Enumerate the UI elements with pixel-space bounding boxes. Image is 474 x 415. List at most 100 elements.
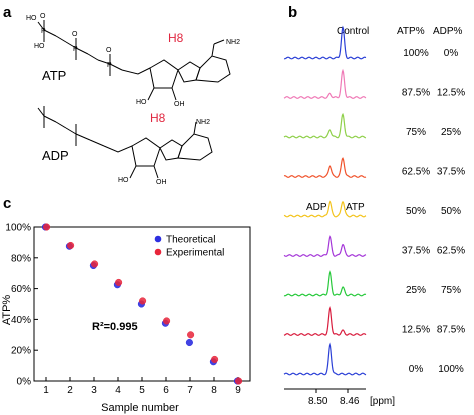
experimental-point-1 xyxy=(43,223,51,231)
atp-o1-label: O xyxy=(40,13,46,20)
spectrum-atp-percent-5: 50% xyxy=(406,206,426,217)
atp-p3-label: P xyxy=(107,62,112,69)
y-tick-label: 60% xyxy=(11,284,31,295)
legend-label-1: Theoretical xyxy=(166,235,215,246)
atp-atom-labels: HO O P HO P O P O xyxy=(26,13,112,69)
atp-phosphate-chain xyxy=(37,20,123,76)
spectrum-line-5 xyxy=(283,200,367,218)
y-axis-title: ATP% xyxy=(1,295,13,326)
spectrum-atp-percent-8: 12.5% xyxy=(402,325,430,336)
spectrum-atp-percent-4: 62.5% xyxy=(402,167,430,178)
panel-c-scatter-chart: c 0% 20% 40% 60% 80% 100% 1 2 3 4 5 6 7 8 9 Theoretical… xyxy=(1,195,251,414)
spectrum-adp-percent-9: 100% xyxy=(438,364,464,375)
spectrum-line-6 xyxy=(283,235,367,257)
atp-o3-label: O xyxy=(106,47,112,54)
spectrum-atp-percent-6: 37.5% xyxy=(402,246,430,257)
adp-ribose-ho: HO xyxy=(118,177,129,184)
panel-b-letter: b xyxy=(288,4,297,21)
experimental-point-4 xyxy=(115,278,123,286)
x-tick-label: 1 xyxy=(43,385,49,396)
spectrum-adp-percent-2: 12.5% xyxy=(437,88,465,99)
spectrum-line-1 xyxy=(283,25,367,60)
atp-p1-label: P xyxy=(41,28,46,35)
experimental-point-2 xyxy=(67,241,75,250)
spectra-group: 100% 0% 87.5% 12.5% 75% 25% 62.5% 37.5% 50% 50% 37… xyxy=(283,25,465,376)
adp-name-label: ADP xyxy=(42,148,69,163)
spectrum-atp-percent-1: 100% xyxy=(403,48,429,59)
spectrum-adp-percent-1: 0% xyxy=(444,48,459,59)
spectrum-line-8 xyxy=(283,306,367,336)
atp-h8-label: H8 xyxy=(168,31,184,45)
experimental-point-7 xyxy=(187,331,195,339)
adp-ring-labels: HO OH NH2 xyxy=(118,119,210,186)
spectrum-adp-percent-7: 75% xyxy=(441,285,461,296)
adp-nh2-label: NH2 xyxy=(196,119,210,126)
spectrum-atp-percent-3: 75% xyxy=(406,127,426,138)
x-tick-label: 4 xyxy=(115,385,121,396)
experimental-point-9 xyxy=(235,377,243,385)
x-tick-label: 7 xyxy=(187,385,193,396)
panel-b-nmr-spectra: b Control ATP% ADP% ADP ATP 100% 0%87.5% 1… xyxy=(283,4,465,407)
atp-peak-label: ATP xyxy=(346,202,365,213)
spectrum-line-3 xyxy=(283,112,367,139)
atp-name-label: ATP xyxy=(42,68,66,83)
spectrum-adp-percent-6: 62.5% xyxy=(437,246,465,257)
atp-ribose-base xyxy=(121,39,231,101)
atp-nh2-label: NH2 xyxy=(226,39,240,46)
spectrum-line-2 xyxy=(283,68,367,99)
y-tick-label: 20% xyxy=(11,346,31,357)
x-tick-label: 6 xyxy=(163,385,169,396)
experimental-point-5 xyxy=(139,297,147,305)
ppm-unit-label: [ppm] xyxy=(370,396,395,407)
adp-peak-label: ADP xyxy=(306,202,327,213)
adp-h8-label: H8 xyxy=(150,111,166,125)
adp-phosphate-chain xyxy=(37,106,105,147)
panel-a-structures: a HO O P HO P O P O xyxy=(3,4,240,186)
adp-ribose-base xyxy=(103,121,213,179)
r-squared-label: R²=0.995 xyxy=(92,321,138,333)
legend-marker-1 xyxy=(154,235,162,243)
control-label: Control xyxy=(337,26,369,37)
x-tick-label: 5 xyxy=(139,385,145,396)
ppm-tick-label-1: 8.50 xyxy=(308,396,328,407)
spectrum-adp-percent-5: 50% xyxy=(441,206,461,217)
theoretical-point-7 xyxy=(185,338,193,347)
spectrum-line-9 xyxy=(283,342,367,376)
ppm-tick-label-2: 8.46 xyxy=(340,396,360,407)
atp-ribose-ho: HO xyxy=(136,99,147,106)
atp-ring-labels: HO OH NH2 xyxy=(136,39,240,108)
y-tick-label: 80% xyxy=(11,253,31,264)
chart-plot: 0% 20% 40% 60% 80% 100% 1 2 3 4 5 6 7 8 9 Theoretical Ex… xyxy=(5,223,251,396)
atp-o2-label: O xyxy=(72,31,78,38)
atp-p2-label: P xyxy=(73,46,78,53)
spectrum-atp-percent-7: 25% xyxy=(406,285,426,296)
legend-label-2: Experimental xyxy=(166,248,224,259)
atp-ho-label: HO xyxy=(26,15,37,22)
spectrum-atp-percent-2: 87.5% xyxy=(402,88,430,99)
y-tick-label: 40% xyxy=(11,315,31,326)
panel-a-letter: a xyxy=(3,4,12,21)
x-axis-title: Sample number xyxy=(101,402,179,414)
adp-ribose-oh: OH xyxy=(156,179,167,186)
experimental-point-3 xyxy=(91,260,99,268)
spectrum-line-7 xyxy=(283,270,367,297)
experimental-point-8 xyxy=(211,355,219,363)
x-tick-label: 9 xyxy=(235,385,241,396)
panel-c-letter: c xyxy=(3,195,11,212)
atp-percent-header: ATP% xyxy=(397,26,425,37)
atp-ho2-label: HO xyxy=(34,43,45,50)
legend-marker-2 xyxy=(154,248,162,256)
spectrum-line-4 xyxy=(283,157,367,178)
atp-ribose-oh: OH xyxy=(174,101,185,108)
adp-percent-header: ADP% xyxy=(433,26,463,37)
x-tick-label: 3 xyxy=(91,385,97,396)
y-tick-label: 0% xyxy=(17,377,32,388)
spectrum-atp-percent-9: 0% xyxy=(409,364,424,375)
x-tick-label: 8 xyxy=(211,385,217,396)
spectrum-adp-percent-4: 37.5% xyxy=(437,167,465,178)
spectrum-adp-percent-3: 25% xyxy=(441,127,461,138)
y-tick-label: 100% xyxy=(5,223,31,234)
spectrum-adp-percent-8: 87.5% xyxy=(437,325,465,336)
x-tick-label: 2 xyxy=(67,385,73,396)
